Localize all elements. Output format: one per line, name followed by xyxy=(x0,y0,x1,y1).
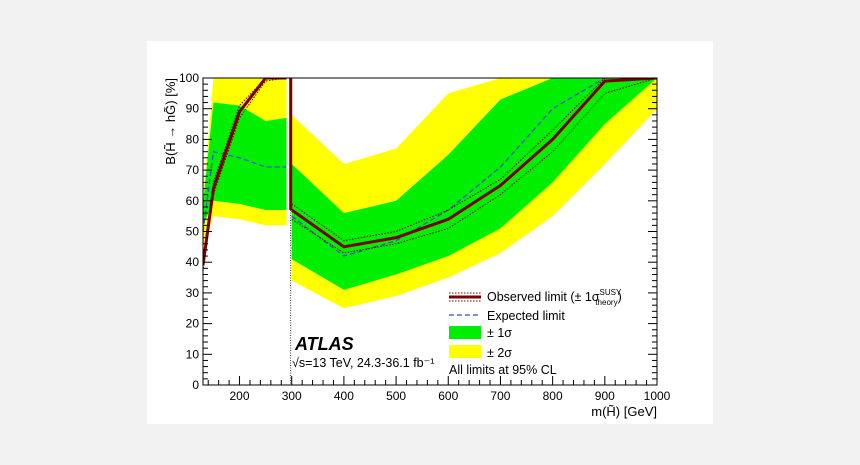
band-1sigma-seg-0 xyxy=(203,102,287,226)
legend: Observed limit (± 1σSUSY theory) Expected… xyxy=(449,288,622,377)
legend-band1-label: ± 1σ xyxy=(487,326,512,340)
expected-line-seg-0 xyxy=(203,150,287,232)
bands-layer xyxy=(203,78,657,309)
x-tick-label-200: 200 xyxy=(230,389,250,403)
y-tick-label-100: 100 xyxy=(179,71,199,85)
x-tick-label-1000: 1000 xyxy=(644,389,671,403)
observed-up-line-seg-1 xyxy=(291,78,657,242)
x-axis-title: m(H̃) [GeV] xyxy=(591,404,657,419)
legend-expected-label: Expected limit xyxy=(487,309,565,323)
x-tick-label-800: 800 xyxy=(543,389,563,403)
y-tick-label-70: 70 xyxy=(186,163,200,177)
x-tick-label-500: 500 xyxy=(386,389,406,403)
observed-line-seg-1 xyxy=(290,78,657,249)
limit-plot: 200 300 400 500 600 700 800 900 1000 0 10 20 30 40 50 6… xyxy=(163,71,671,419)
x-tick-label-600: 600 xyxy=(438,389,458,403)
legend-band1-swatch xyxy=(449,326,481,339)
y-tick-label-0: 0 xyxy=(192,378,199,392)
y-tick-label-80: 80 xyxy=(186,132,200,146)
y-tick-label-10: 10 xyxy=(186,347,200,361)
axes-layer: 200 300 400 500 600 700 800 900 1000 0 10 20 30 40 50 6… xyxy=(163,71,671,419)
y-tick-label-20: 20 xyxy=(186,317,200,331)
y-tick-label-60: 60 xyxy=(186,194,200,208)
y-tick-label-90: 90 xyxy=(186,102,200,116)
y-tick-label-30: 30 xyxy=(186,286,200,300)
y-tick-label-40: 40 xyxy=(186,255,200,269)
x-tick-label-300: 300 xyxy=(282,389,302,403)
lines-layer xyxy=(203,78,657,385)
atlas-label: ATLAS xyxy=(294,334,354,354)
y-tick-label-50: 50 xyxy=(186,225,200,239)
x-tick-label-900: 900 xyxy=(595,389,615,403)
band-1sigma-seg-1 xyxy=(291,78,657,290)
observed-line-seg-0 xyxy=(203,78,287,266)
legend-observed-label: Observed limit (± 1σSUSY theory) xyxy=(487,288,622,307)
legend-note: All limits at 95% CL xyxy=(449,363,557,377)
energy-label: √s=13 TeV, 24.3-36.1 fb⁻¹ xyxy=(292,356,434,370)
expected-line-seg-1 xyxy=(291,78,657,257)
chart-canvas: 200 300 400 500 600 700 800 900 1000 0 10 20 30 40 50 6… xyxy=(147,41,713,424)
legend-band2-swatch xyxy=(449,345,481,358)
x-tick-label-400: 400 xyxy=(334,389,354,403)
x-tick-label-700: 700 xyxy=(490,389,510,403)
legend-band2-label: ± 2σ xyxy=(487,346,512,360)
y-axis-title: B(H̃ → hG̃) [%] xyxy=(163,78,178,165)
